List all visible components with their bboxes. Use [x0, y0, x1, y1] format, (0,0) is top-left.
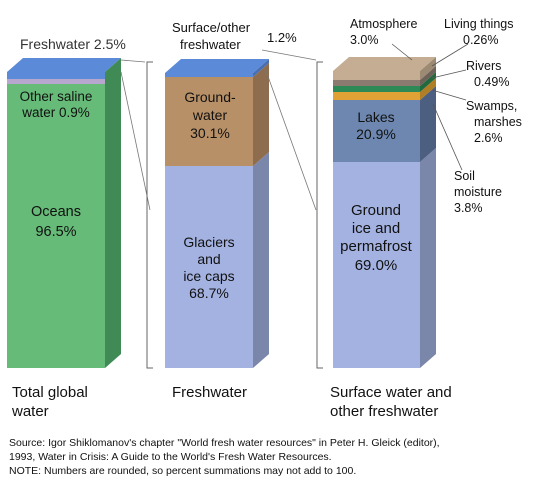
source-line-2: 1993, Water in Crisis: A Guide to the Wo…	[9, 450, 529, 464]
label-glaciers-4: 68.7%	[189, 285, 229, 301]
label-other-saline-1: Other saline	[20, 89, 93, 104]
bar1-side-face	[105, 58, 121, 368]
connector-2-top	[262, 50, 316, 60]
leader-living	[432, 44, 468, 66]
label-rivers-1: Rivers	[466, 59, 501, 73]
source-line-3: NOTE: Numbers are rounded, so percent su…	[9, 464, 529, 478]
bar2-top-face	[165, 59, 269, 73]
label-frozen-1: Ground	[351, 202, 401, 219]
label-groundwater-3: 30.1%	[190, 125, 230, 141]
bar2-side-groundwater	[253, 63, 269, 166]
label-frozen-2: ice and	[352, 220, 400, 237]
label-surface-other-2: freshwater	[180, 37, 241, 52]
label-freshwater-2-5: Freshwater 2.5%	[20, 36, 126, 52]
connector-1-top	[121, 60, 145, 62]
caption-surface-1: Surface water and	[330, 384, 452, 401]
label-living-2: 0.26%	[463, 33, 498, 47]
label-atmosphere-2: 3.0%	[350, 33, 379, 47]
label-oceans-2: 96.5%	[35, 224, 76, 240]
bar2-segment-glaciers	[165, 166, 253, 368]
bar3-top-face	[333, 57, 436, 71]
label-swamps-3: 2.6%	[474, 131, 503, 145]
caption-total-global-2: water	[11, 403, 49, 420]
label-groundwater-2: water	[192, 107, 228, 123]
label-lakes-1: Lakes	[357, 109, 394, 125]
source-note: Source: Igor Shiklomanov's chapter "Worl…	[9, 436, 529, 478]
leader-soil	[433, 104, 462, 170]
label-swamps-1: Swamps,	[466, 99, 517, 113]
bar3-segment-swamps	[333, 92, 420, 100]
connector-2-bottom	[265, 68, 316, 210]
bracket-freshwater	[147, 62, 153, 368]
bar1-top-face	[7, 58, 121, 72]
bar2-segment-surface	[165, 73, 253, 77]
leader-swamps	[432, 90, 466, 100]
label-frozen-3: permafrost	[340, 238, 413, 255]
label-groundwater-1: Ground-	[184, 89, 236, 105]
label-rivers-2: 0.49%	[474, 75, 509, 89]
bar1-segment-other-saline	[7, 79, 105, 84]
label-soil-1: Soil	[454, 169, 475, 183]
connector-1-bottom	[121, 72, 150, 210]
label-glaciers-1: Glaciers	[183, 234, 234, 250]
bar1-segment-freshwater	[7, 72, 105, 79]
bar3-segment-rivers	[333, 86, 420, 92]
label-frozen-4: 69.0%	[355, 257, 398, 274]
caption-surface-2: other freshwater	[330, 403, 438, 420]
label-lakes-2: 20.9%	[356, 126, 396, 142]
leader-rivers	[432, 70, 466, 78]
caption-total-global-1: Total global	[12, 384, 88, 401]
caption-freshwater: Freshwater	[172, 384, 247, 401]
label-soil-3: 3.8%	[454, 201, 483, 215]
bracket-surface	[317, 62, 323, 368]
label-atmosphere-1: Atmosphere	[350, 17, 417, 31]
label-swamps-2: marshes	[474, 115, 522, 129]
bar2-side-glaciers	[253, 152, 269, 368]
label-surface-other-3: 1.2%	[267, 30, 297, 45]
bar3-segment-living-things	[333, 80, 420, 86]
label-soil-2: moisture	[454, 185, 502, 199]
label-glaciers-3: ice caps	[183, 268, 234, 284]
bar3-side-frozen	[420, 148, 436, 368]
source-line-1: Source: Igor Shiklomanov's chapter "Worl…	[9, 436, 529, 450]
bar-freshwater	[165, 59, 269, 368]
label-surface-other-1: Surface/other	[172, 20, 251, 35]
label-other-saline-2: water 0.9%	[21, 105, 90, 120]
bar3-segment-atmosphere	[333, 71, 420, 80]
label-living-1: Living things	[444, 17, 514, 31]
label-glaciers-2: and	[197, 251, 220, 267]
label-oceans-1: Oceans	[31, 204, 81, 220]
